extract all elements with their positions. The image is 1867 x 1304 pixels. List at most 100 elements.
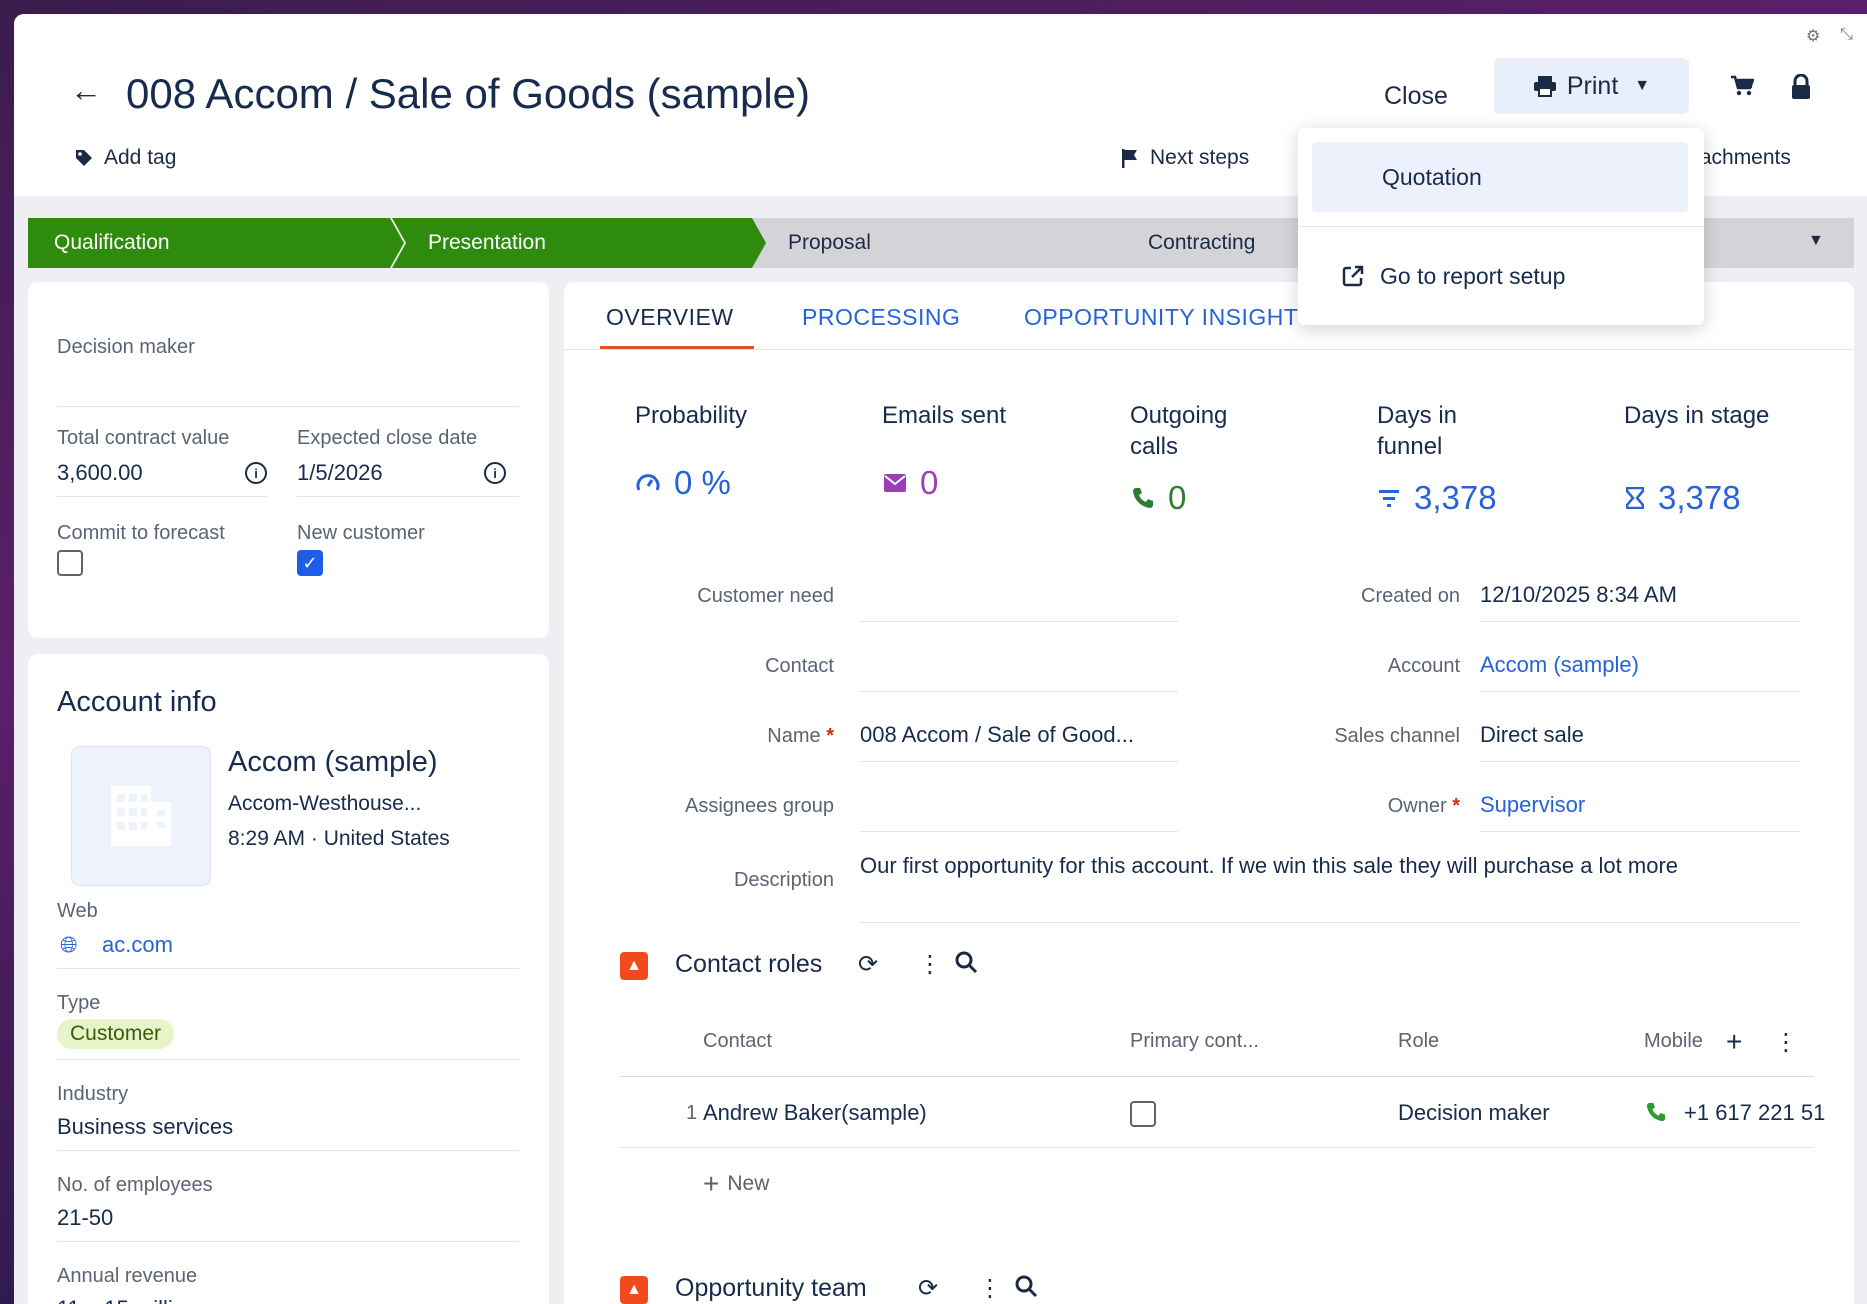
stage-label: Presentation [428,231,546,254]
employees-label: No. of employees [57,1174,213,1196]
name-label: Name * [614,725,834,748]
kpi-label: Outgoing calls [1130,402,1228,460]
mobile-link[interactable]: +1 617 221 51 [1684,1100,1826,1125]
primary-contact-checkbox[interactable] [1130,1101,1156,1127]
kpi-label: Days in stage [1624,402,1770,429]
stage-more-chevron-icon[interactable]: ▼ [1808,232,1824,249]
required-marker: * [1452,795,1460,817]
divider [860,621,1178,622]
decision-maker-label: Decision maker [57,336,195,358]
refresh-icon[interactable]: ⟳ [858,951,879,978]
collapse-icon[interactable]: ⤡ [1840,26,1853,43]
divider [1480,621,1800,622]
new-row-button[interactable]: + New [703,1168,769,1200]
back-arrow-icon[interactable]: ← [70,72,102,108]
search-icon[interactable] [1014,1274,1038,1304]
tab-opportunity-insights[interactable]: OPPORTUNITY INSIGHTS [1024,304,1315,330]
info-icon[interactable]: i [484,462,506,484]
refresh-icon[interactable]: ⟳ [918,1275,939,1302]
industry-value: Business services [57,1114,234,1139]
lock-icon[interactable] [1790,73,1812,107]
account-info-card: Account info Accom (sample) Accom-Westho… [28,654,549,1304]
print-button[interactable]: Print ▼ [1494,58,1689,114]
annual-revenue-value: 11 – 15 million [57,1296,197,1304]
column-header-contact[interactable]: Contact [703,1030,772,1052]
close-button[interactable]: Close [1384,82,1448,110]
account-time-location: 8:29 AM · United States [228,827,450,850]
divider [57,1150,519,1151]
owner-label-text: Owner [1387,795,1447,817]
column-header-role[interactable]: Role [1398,1030,1440,1052]
expected-close-date[interactable]: 1/5/2026 [297,460,383,485]
new-customer-checkbox[interactable]: ✓ [297,550,323,576]
search-icon[interactable] [954,950,978,981]
next-steps-button[interactable]: Next steps [1120,146,1249,170]
more-options-icon[interactable]: ⋮ [978,1275,1002,1302]
info-icon[interactable]: i [245,462,267,484]
owner-link[interactable]: Supervisor [1480,792,1586,817]
name-value[interactable]: 008 Accom / Sale of Good... [860,722,1134,747]
annual-revenue-label: Annual revenue [57,1265,198,1287]
more-options-icon[interactable]: ⋮ [1774,1029,1798,1056]
divider [860,691,1178,692]
printer-icon [1533,76,1556,97]
outgoing-calls-kpi: 0 [1132,479,1186,517]
divider [297,496,519,497]
settings-icon[interactable]: ⚙ [1806,28,1821,45]
more-options-icon[interactable]: ⋮ [918,951,942,978]
divider [860,831,1178,832]
contact-roles-title: Contact roles [675,950,823,978]
tag-icon [76,150,92,166]
type-label: Type [57,992,101,1014]
kpi-value: 3,378 [1658,479,1741,516]
new-customer-label: New customer [297,522,425,544]
type-badge-label: Customer [57,1019,175,1049]
column-header-primary[interactable]: Primary cont... [1130,1030,1259,1052]
collapse-section-button[interactable]: ▲ [620,952,648,980]
days-in-stage-kpi: 3,378 [1626,479,1741,517]
divider [860,761,1178,762]
industry-label: Industry [57,1083,129,1105]
divider [620,1076,1814,1077]
web-link[interactable]: ac.com [102,932,173,957]
stage-qualification[interactable]: Qualification [28,218,404,268]
sales-channel-value[interactable]: Direct sale [1480,722,1584,747]
column-header-mobile[interactable]: Mobile [1644,1030,1703,1052]
add-column-icon[interactable]: + [1726,1026,1743,1057]
print-label: Print [1566,71,1619,100]
chevron-down-icon: ▼ [1634,77,1651,94]
divider [57,968,519,969]
hourglass-icon [1626,487,1644,509]
tab-processing[interactable]: PROCESSING [802,304,961,330]
tab-overview[interactable]: OVERVIEW [606,304,734,330]
add-tag-button[interactable]: Add tag [74,146,176,170]
kpi-label: Days in funnel [1377,402,1458,460]
total-contract-value[interactable]: 3,600.00 [57,460,143,485]
active-tab-indicator [600,346,754,349]
description-value[interactable]: Our first opportunity for this account. … [860,853,1679,878]
contact-link[interactable]: Andrew Baker(sample) [703,1100,927,1125]
collapse-section-button[interactable]: ▲ [620,1276,648,1304]
cart-icon[interactable] [1730,74,1755,105]
globe-icon: 🌐︎ [60,932,78,957]
required-marker: * [826,725,834,747]
stage-presentation[interactable]: Presentation [392,218,768,268]
account-avatar [71,746,211,886]
employees-value: 21-50 [57,1205,114,1230]
customer-need-label: Customer need [697,585,834,607]
divider [57,406,519,407]
stage-proposal[interactable]: Proposal [752,218,1128,268]
kpi-value: 0 % [674,464,731,501]
kpi-value: 0 [920,464,939,501]
role-value: Decision maker [1398,1100,1550,1125]
menu-item-quotation[interactable]: Quotation [1312,142,1688,212]
account-link[interactable]: Accom (sample) [1480,652,1639,677]
created-on-label: Created on [1361,585,1460,607]
sales-channel-label: Sales channel [1334,725,1460,747]
account-name-link[interactable]: Accom (sample) [228,746,438,778]
attachments-button[interactable]: tachments [1694,146,1791,169]
menu-item-report-setup[interactable]: Go to report setup [1312,241,1688,311]
kpi-value: 3,378 [1414,479,1497,516]
created-on-value: 12/10/2025 8:34 AM [1480,582,1677,607]
commit-to-forecast-checkbox[interactable] [57,550,83,576]
